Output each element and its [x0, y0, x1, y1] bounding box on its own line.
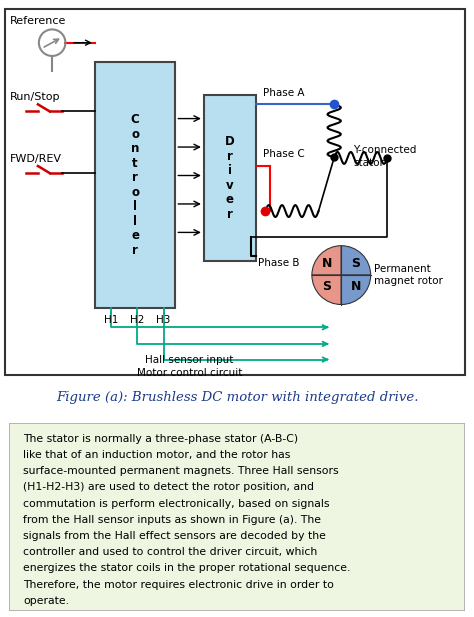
Text: Therefore, the motor requires electronic drive in order to: Therefore, the motor requires electronic…: [23, 579, 334, 590]
Text: H1: H1: [104, 315, 118, 325]
Text: N: N: [321, 257, 332, 270]
Wedge shape: [312, 246, 341, 275]
Text: FWD/REV: FWD/REV: [9, 154, 62, 164]
Text: C
o
n
t
r
o
l
l
e
r: C o n t r o l l e r: [131, 114, 139, 257]
Text: Phase C: Phase C: [263, 149, 305, 159]
FancyBboxPatch shape: [5, 9, 465, 375]
Text: controller and used to control the driver circuit, which: controller and used to control the drive…: [23, 547, 318, 557]
Text: Run/Stop: Run/Stop: [9, 92, 60, 102]
Text: commutation is perform electronically, based on signals: commutation is perform electronically, b…: [23, 499, 329, 508]
Text: S: S: [322, 280, 331, 293]
Text: like that of an induction motor, and the rotor has: like that of an induction motor, and the…: [23, 450, 291, 460]
Text: surface-mounted permanent magnets. Three Hall sensors: surface-mounted permanent magnets. Three…: [23, 466, 339, 476]
Text: Permanent
magnet rotor: Permanent magnet rotor: [374, 264, 443, 286]
Text: H2: H2: [130, 315, 145, 325]
Text: energizes the stator coils in the proper rotational sequence.: energizes the stator coils in the proper…: [23, 563, 350, 573]
FancyBboxPatch shape: [9, 423, 465, 611]
FancyBboxPatch shape: [95, 62, 175, 308]
Text: Figure (a): Brushless DC motor with integrated drive.: Figure (a): Brushless DC motor with inte…: [56, 391, 418, 405]
Wedge shape: [312, 275, 341, 305]
Text: Phase A: Phase A: [263, 88, 305, 98]
Wedge shape: [341, 246, 371, 275]
FancyBboxPatch shape: [204, 95, 256, 261]
Text: D
r
i
v
e
r: D r i v e r: [225, 135, 235, 221]
Text: The stator is normally a three-phase stator (A-B-C): The stator is normally a three-phase sta…: [23, 434, 298, 444]
Text: Hall sensor input
Motor control circuit: Hall sensor input Motor control circuit: [137, 355, 242, 378]
Text: signals from the Hall effect sensors are decoded by the: signals from the Hall effect sensors are…: [23, 531, 326, 541]
Text: Reference: Reference: [9, 16, 66, 27]
Text: Y-connected
stator: Y-connected stator: [353, 146, 417, 168]
Text: S: S: [352, 257, 360, 270]
Text: Phase B: Phase B: [258, 258, 300, 268]
Text: from the Hall sensor inputs as shown in Figure (a). The: from the Hall sensor inputs as shown in …: [23, 515, 321, 525]
Text: H3: H3: [156, 315, 171, 325]
Text: N: N: [351, 280, 361, 293]
Text: operate.: operate.: [23, 596, 69, 606]
Text: (H1-H2-H3) are used to detect the rotor position, and: (H1-H2-H3) are used to detect the rotor …: [23, 482, 314, 492]
Wedge shape: [341, 275, 371, 305]
